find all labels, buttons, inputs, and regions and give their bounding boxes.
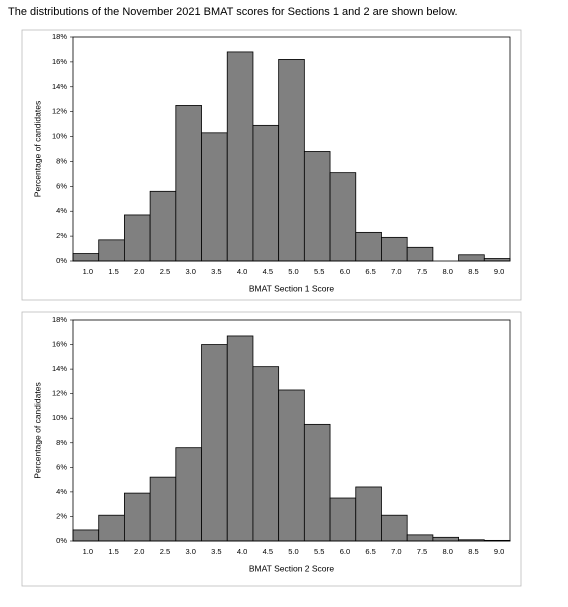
bar [278, 59, 305, 262]
x-tick-label: 4.0 [237, 267, 247, 276]
x-tick-label: 7.0 [391, 547, 401, 556]
x-tick-label: 2.5 [160, 267, 170, 276]
x-tick-label: 1.5 [108, 267, 118, 276]
x-tick-label: 6.0 [340, 267, 350, 276]
bar [381, 236, 408, 262]
x-tick-label: 5.5 [314, 547, 324, 556]
y-tick-label: 6% [56, 181, 67, 190]
bar [124, 214, 151, 262]
x-tick-label: 8.5 [468, 547, 478, 556]
bar [406, 246, 434, 262]
x-tick-label: 7.5 [417, 547, 427, 556]
bar [406, 534, 434, 542]
x-tick-label: 1.0 [83, 267, 93, 276]
y-tick-label: 10% [52, 132, 67, 141]
y-tick-label: 4% [56, 206, 67, 215]
x-tick-label: 9.0 [494, 547, 504, 556]
y-tick-label: 16% [52, 57, 67, 66]
y-tick-label: 2% [56, 511, 67, 520]
bar [149, 476, 177, 542]
bar [329, 497, 357, 542]
y-tick-label: 18% [52, 315, 67, 324]
y-tick-label: 14% [52, 364, 67, 373]
x-tick-label: 4.0 [237, 547, 247, 556]
x-tick-label: 4.5 [263, 547, 273, 556]
bar [201, 132, 228, 262]
x-tick-label: 8.5 [468, 267, 478, 276]
y-tick-label: 6% [56, 462, 67, 471]
bar [252, 366, 280, 542]
x-tick-label: 2.5 [160, 547, 170, 556]
bar [201, 344, 228, 542]
y-tick-label: 10% [52, 413, 67, 422]
x-tick-label: 3.0 [185, 267, 195, 276]
bar [458, 254, 485, 262]
y-axis-title: Percentage of candidates [32, 101, 42, 197]
x-tick-label: 1.0 [83, 547, 93, 556]
bar [355, 231, 382, 262]
x-tick-label: 3.5 [211, 547, 221, 556]
x-tick-label: 5.0 [288, 547, 298, 556]
intro-text: The distributions of the November 2021 B… [8, 6, 458, 18]
bar [175, 105, 202, 262]
plot-border [72, 319, 511, 542]
bar [175, 447, 202, 542]
bar [98, 239, 125, 262]
x-tick-label: 3.0 [185, 547, 195, 556]
y-tick-label: 4% [56, 487, 67, 496]
x-tick-label: 9.0 [494, 267, 504, 276]
x-axis-title: BMAT Section 2 Score [249, 563, 334, 573]
bar [226, 51, 254, 262]
x-tick-label: 6.0 [340, 547, 350, 556]
chart-frame [21, 311, 522, 587]
y-tick-label: 0% [56, 256, 67, 265]
x-tick-label: 1.5 [108, 547, 118, 556]
y-tick-label: 0% [56, 536, 67, 545]
bar [72, 253, 100, 262]
y-axis-title: Percentage of candidates [32, 382, 42, 478]
x-tick-label: 6.5 [365, 547, 375, 556]
x-tick-label: 5.0 [288, 267, 298, 276]
bar [303, 423, 331, 542]
x-tick-label: 4.5 [263, 267, 273, 276]
y-tick-label: 16% [52, 340, 67, 349]
x-tick-label: 8.0 [443, 267, 453, 276]
bar [381, 514, 408, 542]
y-tick-label: 18% [52, 32, 67, 41]
x-tick-label: 7.5 [417, 267, 427, 276]
bar [355, 486, 382, 542]
bar [98, 514, 125, 542]
bar [72, 529, 100, 542]
x-tick-label: 2.0 [134, 547, 144, 556]
bar [278, 389, 305, 542]
bar [252, 124, 280, 262]
x-tick-label: 2.0 [134, 267, 144, 276]
bar [303, 151, 331, 262]
x-tick-label: 8.0 [443, 547, 453, 556]
bar [329, 172, 357, 262]
x-tick-label: 7.0 [391, 267, 401, 276]
bar [226, 335, 254, 542]
bar [124, 492, 151, 542]
bar [432, 536, 459, 542]
x-tick-label: 6.5 [365, 267, 375, 276]
x-axis-title: BMAT Section 1 Score [249, 283, 334, 293]
bar [149, 190, 177, 262]
y-tick-label: 12% [52, 107, 67, 116]
y-tick-label: 14% [52, 82, 67, 91]
y-tick-label: 8% [56, 438, 67, 447]
chart-frame [21, 29, 522, 301]
y-tick-label: 8% [56, 156, 67, 165]
y-tick-label: 12% [52, 389, 67, 398]
x-tick-label: 3.5 [211, 267, 221, 276]
x-tick-label: 5.5 [314, 267, 324, 276]
plot-border [72, 36, 511, 262]
y-tick-label: 2% [56, 231, 67, 240]
